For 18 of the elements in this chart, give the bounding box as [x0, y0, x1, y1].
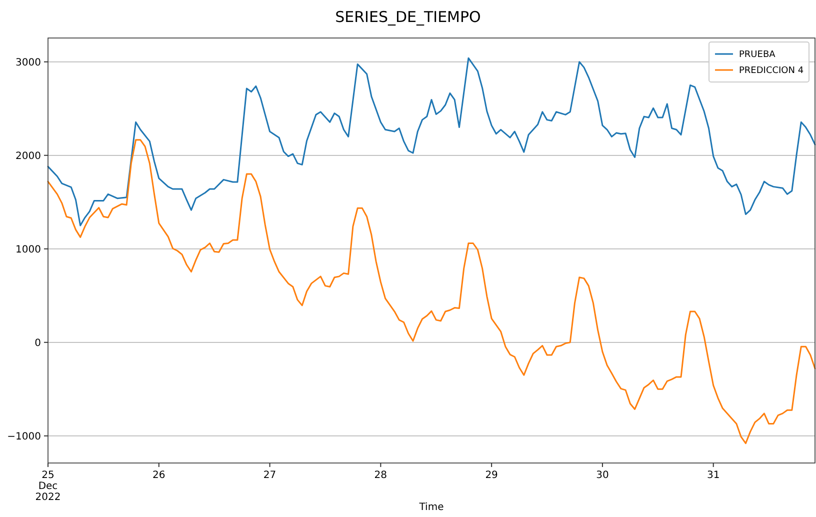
x-tick-label: 31	[706, 470, 720, 481]
x-tick-label: 28	[374, 470, 388, 481]
x-axis-title: Time	[418, 502, 444, 513]
y-tick-label: 0	[34, 338, 41, 349]
line-series	[47, 57, 816, 226]
legend-label: PREDICCION 4	[739, 66, 804, 76]
x-tick-label: 26	[152, 470, 166, 481]
line-series	[47, 139, 816, 444]
x-tick-label: 25 Dec 2022	[35, 470, 61, 503]
x-tick-label: 30	[596, 470, 609, 481]
x-tick-label: 27	[263, 470, 276, 481]
y-tick-label: 2000	[16, 150, 41, 162]
y-tick-label: 1000	[16, 244, 41, 256]
y-tick-label: 3000	[16, 57, 41, 68]
x-tick-label: 29	[485, 470, 498, 481]
legend-label: PRUEBA	[739, 50, 776, 60]
y-tick-label: −1000	[7, 431, 41, 442]
chart-title: SERIES_DE_TIEMPO	[335, 8, 481, 26]
